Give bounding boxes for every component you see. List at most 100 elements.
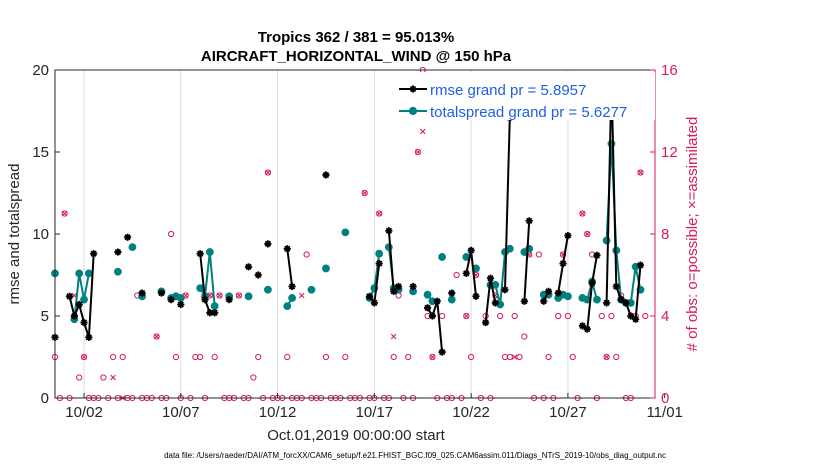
obs-possible-point — [545, 353, 552, 361]
spread-point — [322, 264, 330, 273]
rmse-point — [65, 292, 74, 300]
obs-possible-point — [303, 251, 310, 258]
rmse-point — [75, 300, 83, 309]
rmse-point — [472, 292, 480, 300]
rmse-point — [462, 269, 470, 277]
legend-rmse-marker — [409, 85, 417, 93]
obs-possible-point — [463, 312, 470, 320]
obs-possible-point — [211, 353, 218, 361]
obs-assimilated-point — [376, 210, 382, 217]
spread-point — [244, 292, 253, 301]
obs-assimilated-point — [265, 169, 271, 176]
series-layer — [51, 76, 645, 356]
spread-point — [84, 269, 93, 278]
rmse-point — [375, 259, 383, 268]
rmse-point — [254, 271, 262, 279]
rmse-point — [622, 299, 630, 307]
obs-possible-point — [584, 230, 591, 238]
obs-possible-point — [579, 210, 586, 217]
obs-possible-point — [516, 353, 523, 361]
obs-assimilated-point — [603, 354, 610, 360]
rmse-point — [394, 282, 403, 291]
rmse-point — [433, 297, 441, 305]
obs-possible-point — [168, 230, 175, 238]
obs-possible-point — [608, 312, 615, 320]
rmse-point — [201, 296, 209, 304]
obs-assimilated-point — [61, 210, 68, 217]
obs-possible-point — [342, 353, 349, 361]
x-tick-label: 10/07 — [162, 404, 200, 421]
ticks-layer: 10/02 10/07 10/12 10/17 10/22 10/27 11/0105101… — [32, 62, 683, 421]
rmse-point — [167, 296, 175, 304]
x-tick-label: 10/17 — [356, 404, 394, 421]
rmse-point — [583, 325, 591, 333]
chart-title: Tropics 362 / 381 = 95.013% — [258, 29, 454, 46]
obs-possible-point — [284, 353, 291, 361]
series-line-0 — [523, 220, 531, 302]
series-line-1 — [199, 251, 216, 307]
rmse-point — [578, 322, 587, 330]
legend-rmse-star — [409, 85, 417, 93]
series-line-0 — [504, 117, 511, 290]
obs-possible-point — [414, 148, 422, 156]
obs-possible-point — [603, 353, 610, 361]
obs-possible-point — [361, 189, 368, 197]
obs-possible-point — [109, 353, 117, 361]
rmse-point — [264, 240, 272, 248]
rmse-point — [448, 289, 456, 297]
rmse-point — [564, 232, 572, 240]
obs-assimilated-point — [415, 149, 421, 155]
obs-possible-point — [250, 374, 257, 381]
obs-possible-point — [235, 292, 242, 299]
series-line-0 — [387, 230, 400, 293]
series-line-1 — [605, 142, 642, 304]
spread-point — [375, 249, 384, 258]
y2-axis-label: # of obs: o=possible; ×=assimilated — [684, 117, 701, 352]
obs-possible-point — [80, 353, 88, 361]
obs-possible-point — [197, 353, 204, 361]
spread-point — [505, 244, 514, 253]
obs-assimilated-point — [463, 313, 470, 319]
obs-possible-point — [598, 312, 605, 320]
y-tick-label: 15 — [32, 144, 49, 161]
rmse-point — [559, 259, 567, 268]
rmse-point — [467, 246, 475, 254]
x-tick-label: 10/27 — [549, 404, 587, 421]
rmse-point — [525, 217, 533, 225]
obs-assimilated-point — [511, 354, 518, 360]
y2-tick-label: 8 — [661, 226, 669, 243]
spread-point — [176, 294, 185, 302]
rmse-point — [390, 287, 398, 295]
rmse-point — [554, 289, 562, 297]
rmse-point — [85, 333, 93, 341]
rmse-point — [423, 304, 432, 312]
rmse-point — [588, 279, 596, 287]
spread-point — [564, 292, 572, 301]
y-tick-label: 5 — [41, 308, 49, 325]
rmse-point — [365, 292, 374, 300]
spread-point — [593, 295, 601, 304]
spread-point — [196, 284, 205, 293]
x-axis-label: Oct.01,2019 00:00:00 start — [267, 427, 445, 444]
spread-point — [283, 302, 292, 311]
obs-possible-point — [395, 292, 402, 299]
obs-possible-point — [564, 312, 572, 320]
rmse-point — [288, 282, 296, 291]
spread-point — [80, 295, 88, 304]
rmse-point — [636, 261, 645, 269]
spread-point — [447, 295, 456, 304]
footnote: data file: /Users/raeder/DAI/ATM_forcXX/… — [164, 451, 666, 460]
rmse-point — [322, 171, 330, 179]
legend-spread-text: totalspread grand pr = 5.6277 — [430, 104, 627, 121]
spread-point — [210, 302, 219, 311]
rmse-point — [196, 250, 204, 258]
rmse-point — [70, 312, 78, 320]
rmse-point — [486, 274, 495, 282]
obs-possible-point — [76, 374, 83, 381]
rmse-point — [612, 282, 620, 291]
spread-point — [128, 243, 137, 252]
obs-possible-point — [642, 312, 649, 320]
rmse-point — [593, 251, 601, 259]
obs-possible-point — [429, 353, 436, 361]
rmse-point — [157, 289, 166, 297]
